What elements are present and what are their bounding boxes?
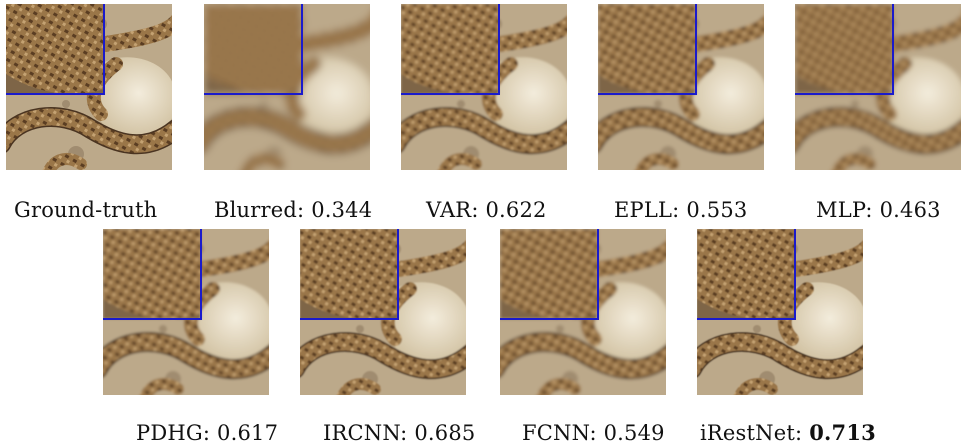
panel-pdhg [103, 229, 269, 395]
panel-ircnn [300, 229, 466, 395]
caption-blurred: Blurred: 0.344 [214, 198, 373, 222]
snake-image-mlp [795, 4, 961, 170]
panel-fcnn [500, 229, 666, 395]
snake-image-irestnet [697, 229, 863, 395]
caption-pdhg: PDHG: 0.617 [136, 421, 279, 445]
caption-ground-truth: Ground-truth [14, 198, 158, 222]
panel-epll [598, 4, 764, 170]
panel-mlp [795, 4, 961, 170]
snake-image-fcnn [500, 229, 666, 395]
snake-image-pdhg [103, 229, 269, 395]
caption-irestnet: iRestNet: 0.713 [700, 420, 876, 446]
caption-fcnn: FCNN: 0.549 [522, 421, 665, 445]
snake-image-blurred [204, 4, 370, 170]
caption-ircnn: IRCNN: 0.685 [323, 421, 476, 445]
caption-var: VAR: 0.622 [426, 198, 547, 222]
panel-irestnet [697, 229, 863, 395]
caption-epll: EPLL: 0.553 [614, 198, 748, 222]
snake-image-ground-truth [6, 4, 172, 170]
caption-mlp: MLP: 0.463 [816, 198, 941, 222]
panel-ground-truth [6, 4, 172, 170]
snake-image-var [401, 4, 567, 170]
panel-blurred [204, 4, 370, 170]
snake-image-epll [598, 4, 764, 170]
panel-var [401, 4, 567, 170]
snake-image-ircnn [300, 229, 466, 395]
